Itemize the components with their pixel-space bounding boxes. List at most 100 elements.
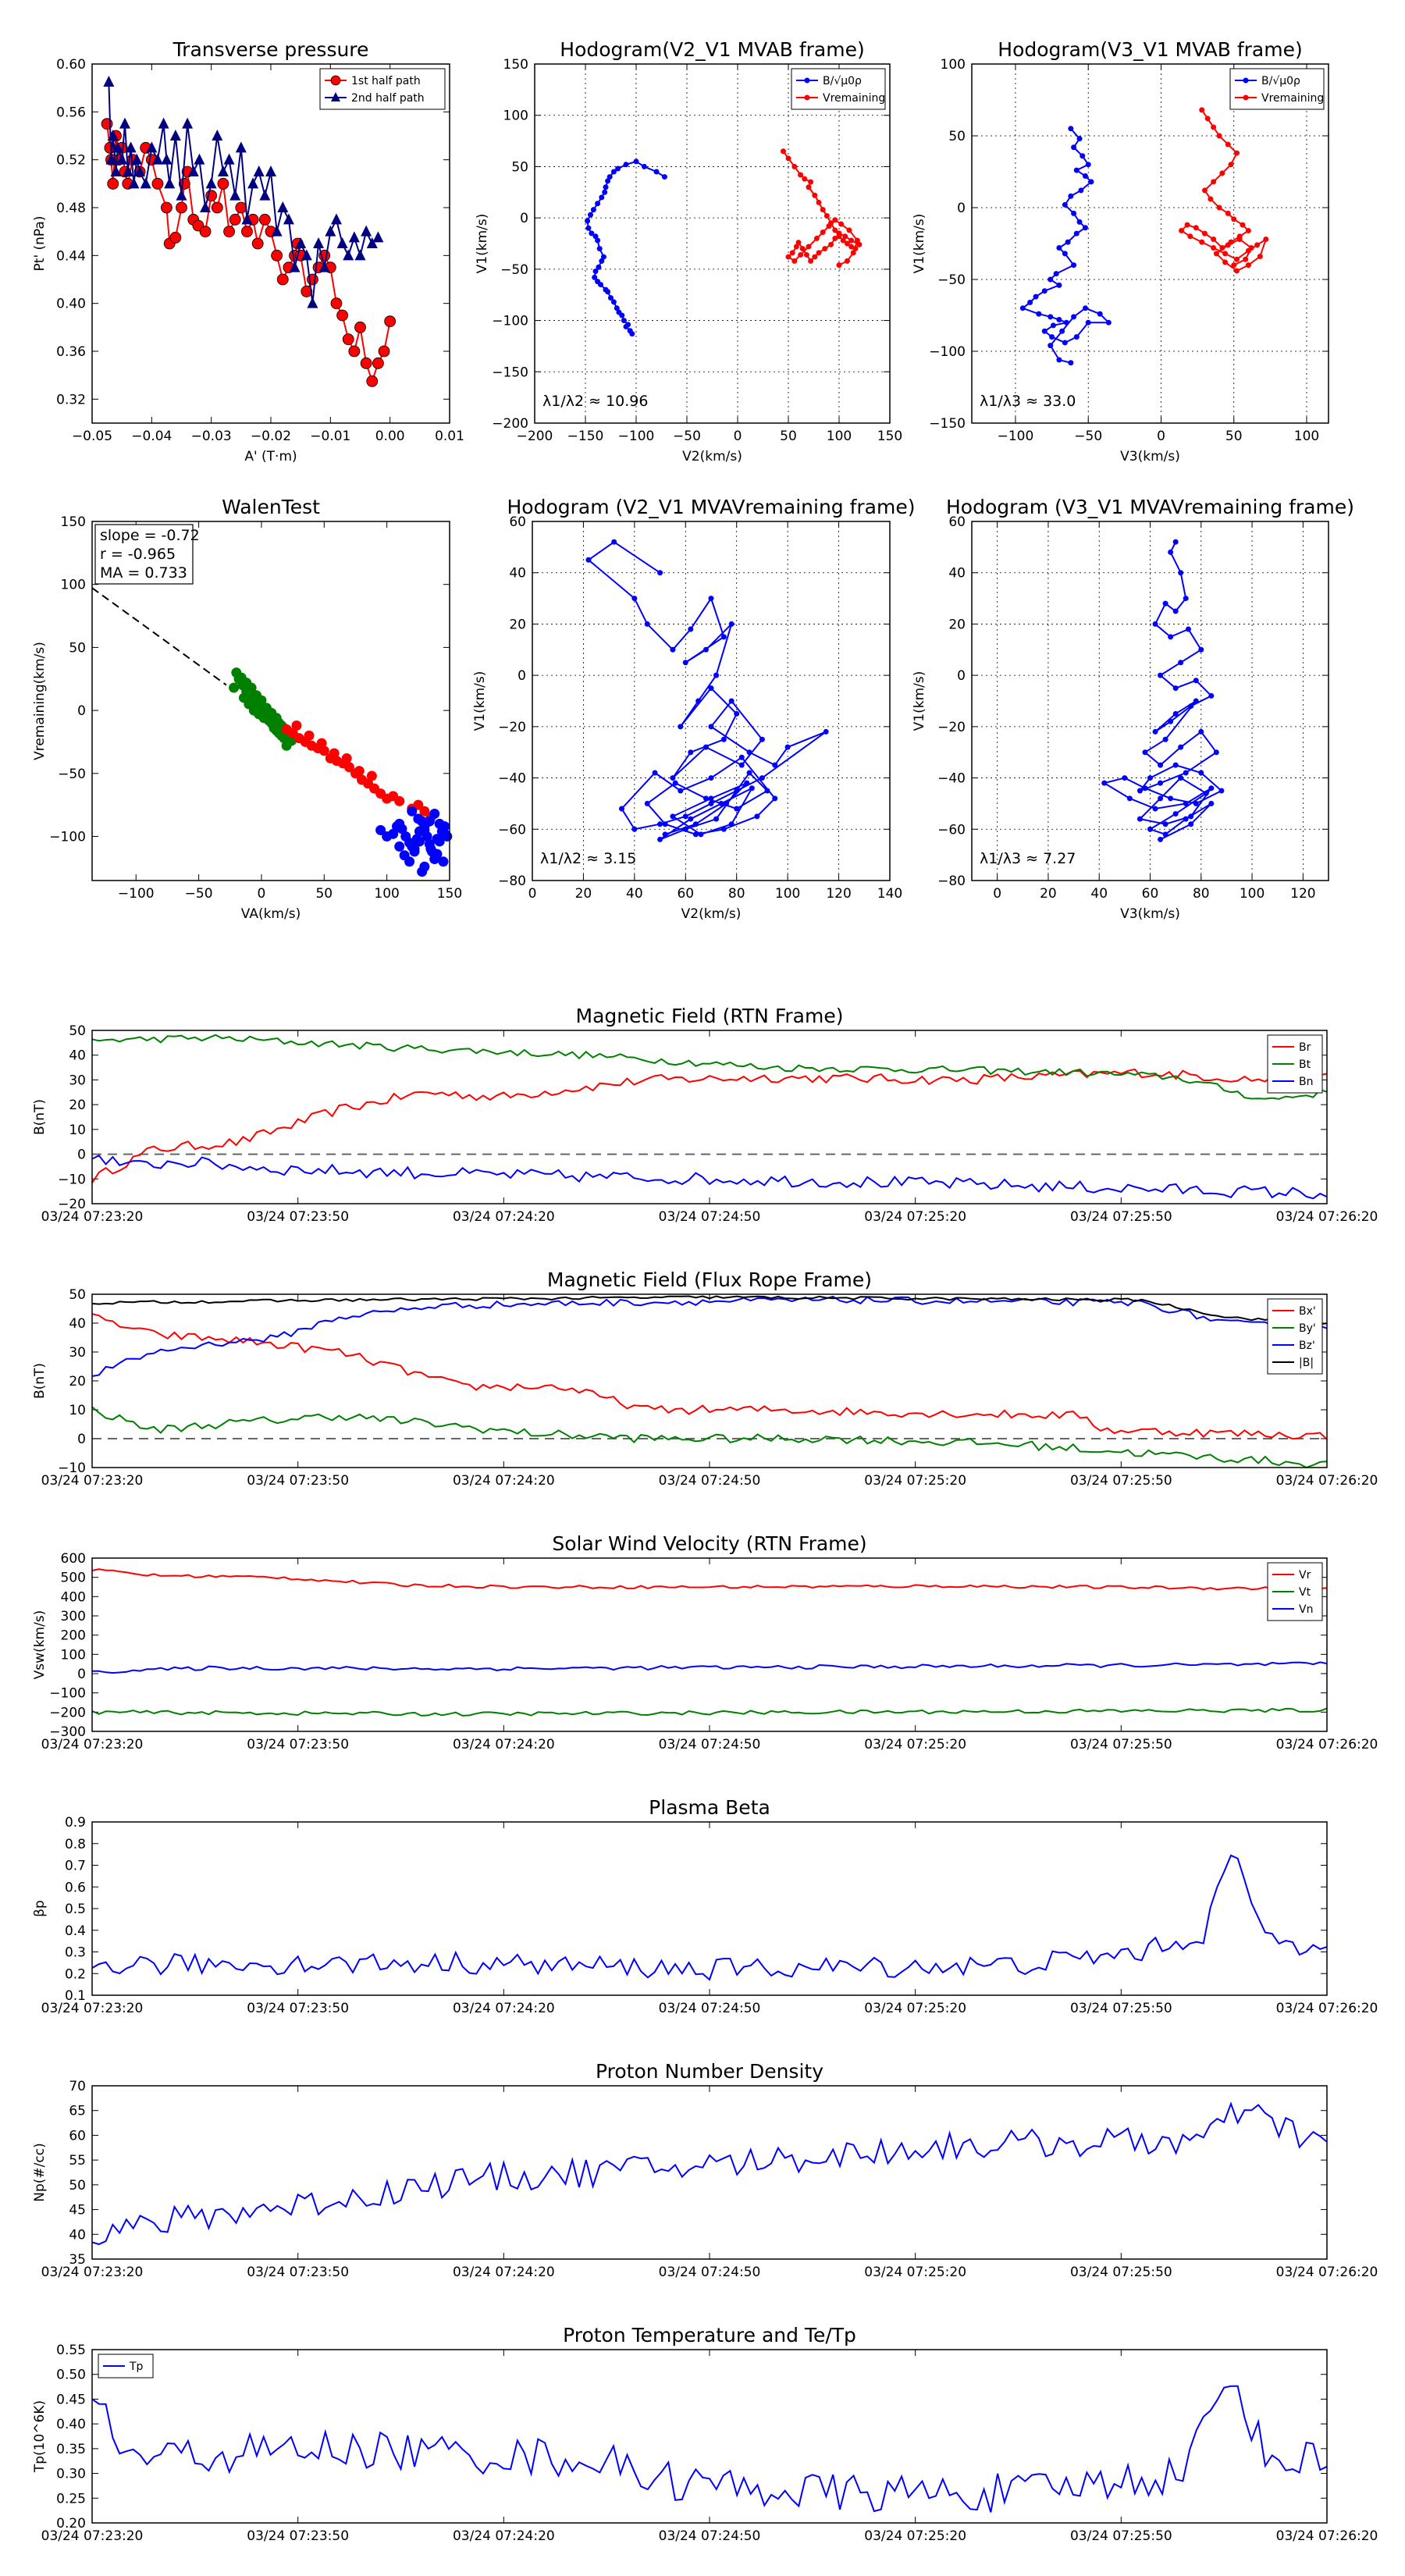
data-point — [798, 251, 804, 258]
series-Bx'-line — [91, 1313, 1328, 1440]
data-point — [1245, 262, 1251, 269]
y-tick-label: −100 — [49, 830, 86, 845]
x-tick-label: 03/24 07:23:50 — [247, 2528, 349, 2544]
data-point — [151, 177, 164, 190]
data-point — [1122, 775, 1128, 781]
data-point — [798, 172, 804, 178]
data-point — [1050, 322, 1056, 329]
data-point — [678, 788, 684, 794]
series-2nd half path — [103, 76, 384, 308]
x-tick-label: 0.00 — [375, 429, 405, 444]
data-point — [781, 148, 786, 155]
y-tick-label: 40 — [69, 2227, 86, 2243]
data-point — [850, 250, 856, 256]
data-point — [116, 153, 128, 165]
legend-label: Bt — [1299, 1059, 1311, 1071]
x-axis-label: V3(km/s) — [1120, 449, 1180, 464]
y-tick-label: −20 — [58, 1197, 86, 1212]
data-point — [125, 141, 137, 153]
axes-frame — [91, 1293, 1328, 1468]
legend-marker — [1243, 94, 1249, 101]
y-tick-label: 0.56 — [56, 105, 86, 120]
data-point — [822, 246, 828, 252]
data-point — [169, 130, 181, 141]
data-point — [1082, 173, 1088, 180]
y-tick-label: 150 — [503, 57, 528, 73]
data-point — [724, 800, 730, 806]
data-point — [823, 728, 829, 735]
x-tick-label: 0 — [1157, 429, 1165, 444]
data-point — [1048, 314, 1054, 320]
data-point — [205, 177, 217, 189]
y-tick-label: 0.35 — [56, 2442, 86, 2457]
x-tick-label: 03/24 07:23:20 — [41, 2528, 144, 2544]
series-Vr-line — [91, 1568, 1328, 1591]
data-point — [131, 153, 143, 165]
x-tick-label: 100 — [827, 429, 852, 444]
data-point — [1053, 271, 1059, 277]
data-point — [1218, 788, 1225, 794]
data-point — [1254, 242, 1261, 248]
data-point — [623, 323, 629, 329]
x-tick-label: −0.02 — [251, 429, 291, 444]
data-point — [1162, 821, 1168, 827]
legend-label: B/√μ0ρ — [1261, 75, 1300, 87]
x-tick-label: −0.05 — [72, 429, 112, 444]
legend-label: Br — [1299, 1041, 1311, 1054]
y-tick-label: −100 — [49, 1686, 86, 1702]
data-point — [688, 626, 694, 632]
y-tick-label: 0.6 — [65, 1880, 86, 1895]
axes-frame — [91, 1821, 1328, 1996]
y-tick-label: 0.55 — [56, 2343, 86, 2358]
x-tick-label: 03/24 07:25:20 — [864, 1473, 966, 1489]
chart-walen: −100 −50 0 50 100 150 −100 −50 0 50 100 150 WalenTes… — [32, 496, 462, 922]
data-point — [813, 235, 820, 241]
data-point — [1188, 813, 1194, 820]
legend-label: |B| — [1299, 1357, 1314, 1369]
y-tick-label: 0.4 — [65, 1923, 86, 1939]
data-point — [1188, 821, 1194, 827]
x-tick-label: 03/24 07:25:20 — [864, 2265, 966, 2280]
data-point — [678, 724, 684, 730]
data-point — [759, 775, 765, 781]
y-tick-label: 50 — [69, 1287, 86, 1303]
x-tick-label: 03/24 07:25:20 — [864, 1737, 966, 1752]
data-point — [772, 795, 778, 802]
chart-temp: 03/24 07:23:20 03/24 07:23:50 03/24 07:24:… — [32, 2324, 1378, 2544]
data-point — [1219, 245, 1225, 251]
data-point — [1071, 314, 1077, 320]
data-point — [708, 596, 714, 602]
axes-frame — [91, 2085, 1328, 2260]
data-point — [354, 249, 366, 261]
x-tick-label: 03/24 07:23:50 — [247, 1209, 349, 1225]
x-tick-label: 03/24 07:25:50 — [1070, 2001, 1172, 2016]
series-line — [108, 81, 379, 304]
data-point — [670, 775, 676, 781]
data-point — [1211, 245, 1217, 251]
data-point — [1080, 153, 1086, 159]
x-tick-label: 03/24 07:25:20 — [864, 2528, 966, 2544]
x-tick-label: 03/24 07:26:20 — [1276, 1737, 1378, 1752]
data-point — [838, 221, 845, 227]
data-point — [1172, 762, 1179, 768]
data-point — [223, 226, 235, 238]
data-point — [295, 237, 307, 248]
x-tick-label: −50 — [185, 886, 213, 902]
data-point — [414, 836, 425, 847]
data-point — [610, 169, 617, 175]
x-tick-label: 40 — [1090, 886, 1108, 902]
data-point — [1233, 268, 1240, 274]
y-tick-label: 0.8 — [65, 1837, 86, 1852]
x-tick-label: 03/24 07:23:50 — [247, 2001, 349, 2016]
chart-title: Hodogram (V3_V1 MVAVremaining frame) — [946, 496, 1354, 518]
y-tick-label: 40 — [69, 1048, 86, 1064]
data-point — [1222, 259, 1229, 265]
data-point — [589, 230, 595, 237]
data-point — [122, 165, 133, 176]
data-point — [744, 780, 750, 786]
data-point — [1162, 600, 1168, 607]
data-point — [832, 235, 838, 241]
data-point — [394, 841, 405, 852]
chart-title: Proton Number Density — [596, 2060, 823, 2083]
data-point — [301, 249, 312, 261]
